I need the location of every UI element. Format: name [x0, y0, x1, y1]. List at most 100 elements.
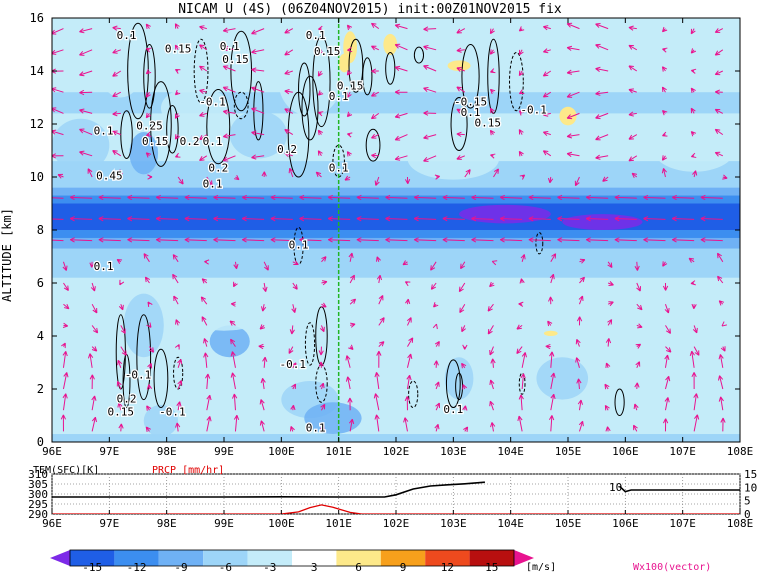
shade-blob-positive [447, 60, 471, 71]
x-tick-label: 98E [157, 445, 177, 458]
wind-vector [406, 353, 413, 368]
wind-vector [203, 352, 209, 368]
contour-label: -0.1 [125, 368, 152, 381]
wind-vector [461, 325, 466, 333]
wind-vector [317, 90, 324, 96]
contour-label: -0.1 [199, 95, 226, 108]
wind-vector [288, 346, 294, 354]
wind-vector [543, 25, 551, 31]
wind-vector [346, 151, 352, 157]
contour-label: 0.1 [289, 239, 309, 252]
wind-vector [345, 376, 352, 390]
wind-vector [347, 132, 353, 138]
wind-vector [604, 383, 610, 390]
wind-vector [347, 46, 353, 53]
main-panel: 0.10.15 0.10.15-0.10.250.10.15 0.2 0.10.20.… [0, 11, 753, 458]
colorbar-segment [70, 550, 115, 566]
wind-vector [251, 130, 265, 136]
wind-vector [148, 346, 155, 353]
wind-vector [636, 323, 643, 329]
wind-vector [155, 237, 179, 243]
wind-vector [175, 422, 181, 432]
wind-vector [184, 237, 207, 243]
wind-vector [394, 112, 408, 119]
left-tick-label: 290 [28, 508, 48, 521]
wind-vector [251, 48, 265, 55]
wind-vector [251, 28, 265, 35]
wind-vector [576, 316, 583, 326]
wind-vector [413, 194, 437, 201]
contour-line [362, 57, 373, 96]
wind-vector [456, 155, 465, 160]
wind-vector [548, 415, 555, 432]
wind-vector [542, 131, 551, 136]
wind-vector [557, 237, 580, 243]
contour-line [312, 36, 331, 128]
contour-line [193, 38, 209, 104]
shade-blob [562, 214, 643, 230]
wind-vector [433, 360, 439, 368]
wind-vector [690, 28, 696, 35]
wind-vector [374, 414, 380, 432]
shade-band [52, 92, 740, 114]
wind-vector [318, 361, 324, 368]
shade-blob [516, 36, 609, 90]
contour-line [304, 322, 316, 366]
colorbar-left-arrow [50, 550, 70, 566]
wind-vector [290, 404, 296, 411]
wind-vector [490, 68, 496, 74]
wind-vector [199, 88, 207, 94]
wind-vector [62, 372, 69, 390]
wind-vector [714, 108, 724, 114]
colorbar-tick-label: 6 [355, 561, 362, 574]
shade-blob [444, 357, 474, 400]
contour-label: 0.2 [117, 392, 137, 405]
shade-blob-positive [383, 33, 398, 56]
wind-vector [566, 91, 580, 98]
wind-vector [662, 282, 669, 291]
wind-vector [371, 133, 380, 139]
wind-vector [172, 273, 179, 284]
wind-vector [689, 350, 695, 368]
wind-vector [348, 344, 354, 350]
wind-vector [548, 296, 554, 305]
wind-vector [430, 261, 437, 271]
wind-vector [607, 261, 613, 268]
wind-vector [60, 414, 67, 432]
wind-vector [291, 304, 297, 313]
shade-blob-positive [338, 53, 351, 73]
wind-vector [79, 28, 93, 34]
wind-vector [284, 89, 293, 95]
wind-vector [284, 69, 293, 75]
wind-vector [292, 260, 299, 266]
wind-vector [413, 237, 437, 243]
x-tick-label: 99E [214, 445, 234, 458]
wind-vector [434, 423, 440, 432]
right-tick-label: 15 [744, 468, 757, 481]
wind-vector [720, 417, 726, 432]
wind-vector [661, 86, 667, 93]
wind-vector [528, 216, 551, 222]
wind-vector [356, 237, 379, 243]
wind-vector [432, 323, 438, 330]
wind-vector [284, 49, 294, 56]
wind-vector [691, 303, 697, 310]
wind-vector [112, 70, 122, 77]
wind-vector [155, 194, 179, 201]
wind-vector [671, 237, 695, 243]
y-tick-label: 2 [37, 382, 44, 396]
wind-vector [542, 70, 552, 77]
wind-vector [423, 134, 437, 140]
wind-vector [691, 372, 697, 390]
x-tick-label: 106E [612, 517, 639, 530]
contour-line [509, 51, 524, 112]
wind-vector [270, 194, 293, 201]
wind-vector [356, 216, 379, 222]
wind-vector [270, 237, 293, 243]
wind-vector [370, 112, 380, 120]
contour-line [413, 46, 425, 64]
contour-line [136, 314, 152, 401]
wind-vector [518, 49, 524, 56]
wind-vector [117, 402, 123, 411]
contour-line [408, 380, 419, 409]
